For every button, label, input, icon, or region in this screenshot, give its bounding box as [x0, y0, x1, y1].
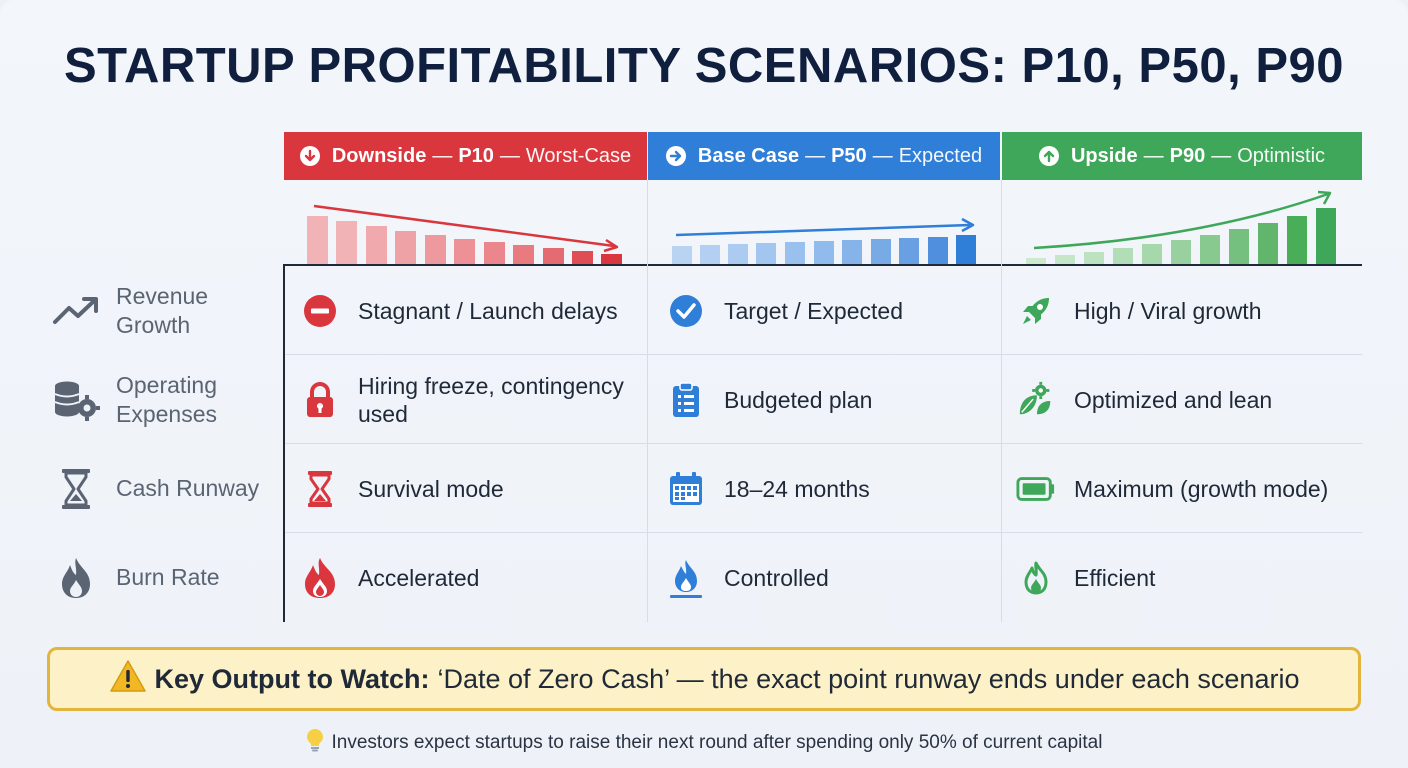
footnote-text: Investors expect startups to raise their… [331, 732, 1103, 753]
callout-text: ‘Date of Zero Cash’ — the exact point ru… [437, 663, 1300, 694]
flame-large-icon [300, 557, 340, 599]
cell-upside-burn: Efficient [1016, 533, 1360, 622]
separator: — [1143, 144, 1164, 167]
base-trend-bars [672, 235, 976, 266]
cell-base-revenue: Target / Expected [666, 266, 998, 355]
scenario-percentile: P10 [458, 144, 494, 167]
scenario-tag: Expected [898, 144, 983, 167]
downside-trend-chart [307, 204, 622, 266]
separator: — [432, 144, 453, 167]
header-upside: Upside — P90 — Optimistic [1002, 132, 1362, 180]
cell-base-burn: Controlled [666, 533, 998, 622]
downside-trend-line [313, 204, 615, 248]
header-base-case: Base Case — P50 — Expected [648, 132, 1000, 180]
separator: — [805, 144, 826, 167]
row-label-revenue-growth: Revenue Growth [50, 266, 280, 355]
cell-text: Maximum (growth mode) [1074, 475, 1329, 502]
calendar-icon [666, 471, 706, 507]
upside-trend-bars [1026, 208, 1336, 266]
row-label-text: Burn Rate [116, 564, 220, 590]
upside-trend-chart [1026, 190, 1336, 266]
cell-text: Optimized and lean [1074, 386, 1273, 413]
scenario-name: Upside [1070, 144, 1138, 167]
cell-text: Controlled [724, 564, 829, 591]
cell-text: Accelerated [358, 564, 480, 591]
flame-small-icon [1016, 560, 1056, 596]
arrow-right-icon [665, 146, 686, 166]
scenario-tag: Optimistic [1237, 144, 1326, 167]
cell-downside-runway: Survival mode [300, 444, 645, 533]
column-divider [647, 180, 648, 622]
cell-text: 18–24 months [724, 475, 870, 502]
hourglass-icon [50, 467, 102, 511]
cell-base-opex: Budgeted plan [666, 355, 998, 444]
table-left-axis [283, 264, 285, 622]
lightbulb-icon [306, 728, 324, 758]
row-label-burn-rate: Burn Rate [50, 533, 280, 622]
cell-text: Hiring freeze, contingency used [358, 372, 624, 427]
row-divider [285, 354, 1362, 355]
row-label-text: Cash Runway [116, 475, 260, 501]
base-trend-chart [672, 217, 976, 266]
flame-icon [50, 556, 102, 600]
row-label-cash-runway: Cash Runway [50, 444, 280, 533]
cell-text: Survival mode [358, 475, 504, 502]
rocket-icon [1016, 293, 1056, 329]
scenario-percentile: P50 [831, 144, 867, 167]
footnote: Investors expect startups to raise their… [0, 728, 1408, 758]
check-circle-icon [666, 293, 706, 329]
battery-full-icon [1016, 476, 1056, 502]
scenario-percentile: P90 [1169, 144, 1206, 167]
warning-icon [109, 659, 147, 700]
flame-burner-icon [666, 557, 706, 599]
coins-gear-icon [50, 378, 102, 422]
no-entry-icon [300, 293, 340, 329]
cell-upside-opex: Optimized and lean [1016, 355, 1360, 444]
arrow-down-icon [299, 146, 320, 166]
header-downside: Downside — P10 — Worst-Case [284, 132, 647, 180]
cell-text: Efficient [1074, 564, 1156, 591]
leaf-gear-icon [1016, 381, 1056, 419]
downside-trend-bars [307, 216, 622, 266]
row-divider [285, 532, 1362, 533]
separator: — [872, 144, 893, 167]
upside-trend-line [1033, 192, 1329, 250]
lock-icon [300, 381, 340, 419]
cell-text: Budgeted plan [724, 386, 873, 413]
page-title: STARTUP PROFITABILITY SCENARIOS: P10, P5… [63, 39, 1345, 93]
scenario-name: Downside [331, 144, 427, 167]
scenario-name: Base Case [697, 144, 800, 167]
cell-text: High / Viral growth [1074, 297, 1262, 324]
cell-downside-revenue: Stagnant / Launch delays [300, 266, 645, 355]
row-label-text: Revenue Growth [116, 282, 209, 338]
scenario-tag: Worst-Case [525, 144, 632, 167]
cell-text: Target / Expected [724, 297, 903, 324]
row-label-operating-expenses: Operating Expenses [50, 355, 280, 444]
row-label-text: Operating Expenses [116, 371, 218, 427]
separator: — [499, 144, 520, 167]
table-top-axis [284, 264, 1362, 266]
key-output-callout: Key Output to Watch: ‘Date of Zero Cash’… [47, 647, 1361, 711]
cell-text: Stagnant / Launch delays [358, 297, 618, 324]
cell-upside-revenue: High / Viral growth [1016, 266, 1360, 355]
trend-up-icon [50, 294, 102, 328]
base-trend-line [675, 223, 971, 237]
callout-label: Key Output to Watch: [154, 663, 430, 694]
row-divider [285, 443, 1362, 444]
clipboard-list-icon [666, 381, 706, 419]
cell-downside-burn: Accelerated [300, 533, 645, 622]
column-divider [1001, 180, 1002, 622]
hourglass-icon [300, 470, 340, 508]
cell-base-runway: 18–24 months [666, 444, 998, 533]
separator: — [1211, 144, 1232, 167]
cell-upside-runway: Maximum (growth mode) [1016, 444, 1360, 533]
cell-downside-opex: Hiring freeze, contingency used [300, 355, 645, 444]
arrow-up-icon [1038, 146, 1059, 166]
